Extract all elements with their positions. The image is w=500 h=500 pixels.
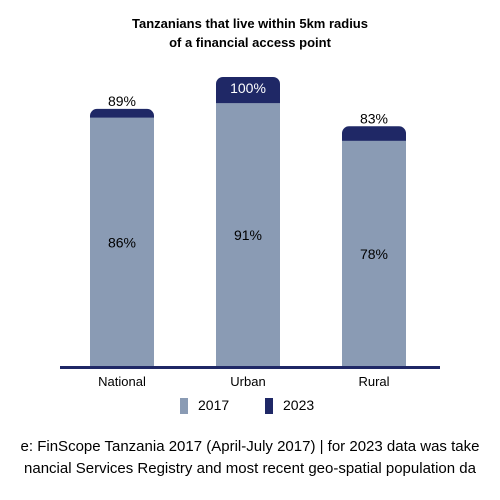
chart-title-line-1: Tanzanians that live within 5km radius xyxy=(132,16,368,31)
data-label-2017-urban: 91% xyxy=(234,227,262,243)
legend-label-2023: 2023 xyxy=(283,397,315,413)
legend-label-2017: 2017 xyxy=(198,397,230,413)
legend-swatch-2023 xyxy=(265,398,273,414)
legend-swatch-2017 xyxy=(180,398,188,414)
x-tick-label-rural: Rural xyxy=(358,374,389,389)
data-label-2023-urban: 100% xyxy=(230,80,266,96)
bar-2017-urban xyxy=(216,103,280,367)
source-note-line-1: e: FinScope Tanzania 2017 (April-July 20… xyxy=(20,438,480,455)
chart-title-line-2: of a financial access point xyxy=(169,35,331,50)
x-tick-label-urban: Urban xyxy=(230,374,265,389)
data-label-2017-rural: 78% xyxy=(360,246,388,262)
x-tick-label-national: National xyxy=(98,374,146,389)
x-axis-line xyxy=(60,366,440,369)
data-label-2023-national: 89% xyxy=(108,93,136,109)
data-label-2017-national: 86% xyxy=(108,234,136,250)
data-label-2023-rural: 83% xyxy=(360,110,388,126)
bar-2017-national xyxy=(90,117,154,367)
source-note-line-2: nancial Services Registry and most recen… xyxy=(24,460,476,477)
bar-2017-rural xyxy=(342,140,406,367)
